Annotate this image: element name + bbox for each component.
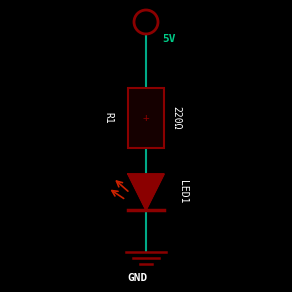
Text: GND: GND — [128, 273, 148, 283]
Bar — [128, 88, 164, 148]
Text: 5V: 5V — [162, 34, 175, 44]
Text: +: + — [142, 113, 150, 123]
Polygon shape — [128, 174, 164, 210]
Text: 220Ω: 220Ω — [171, 106, 181, 130]
Text: R1: R1 — [103, 112, 113, 124]
Text: LED1: LED1 — [178, 180, 188, 204]
